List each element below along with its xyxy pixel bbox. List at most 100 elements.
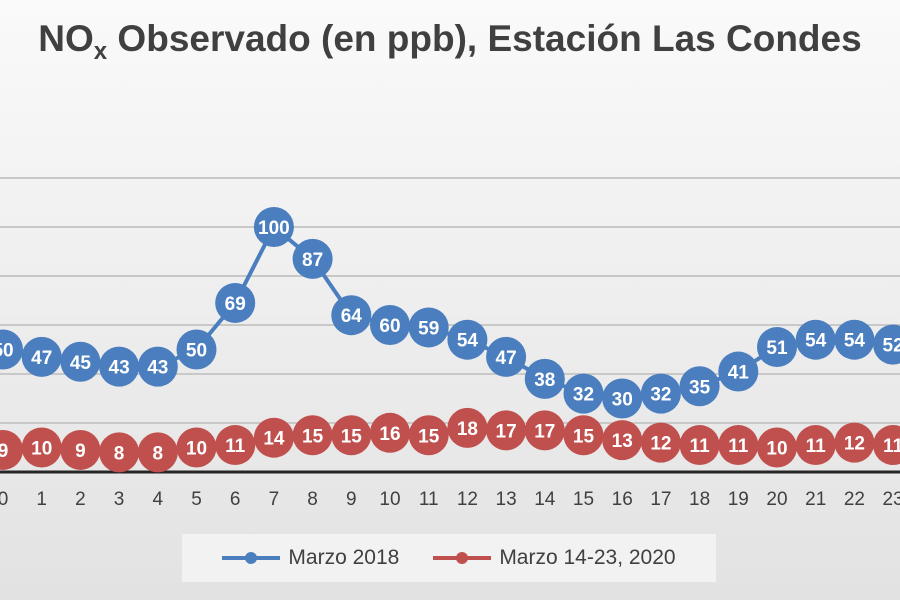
data-label: 43 [147,358,168,379]
data-label: 17 [496,421,517,442]
x-tick-label: 7 [269,489,280,510]
x-tick-label: 8 [307,489,318,510]
data-point [331,415,372,456]
data-point [640,373,681,414]
data-label: 14 [263,429,285,450]
data-label: 60 [379,316,400,337]
data-label: 9 [75,441,86,462]
data-point [602,420,643,461]
x-tick-label: 3 [114,489,125,510]
data-label: 15 [418,426,440,447]
x-tick-label: 10 [379,489,400,510]
data-point [137,346,178,387]
legend-marker-red-icon [433,552,492,564]
data-point [834,319,875,360]
data-point [253,207,294,247]
x-tick-label: 1 [36,489,47,510]
data-point [408,415,449,456]
data-point [563,373,604,414]
x-tick-label: 20 [766,489,787,510]
data-label: 15 [573,426,595,447]
data-point [0,429,23,470]
data-point [408,307,449,348]
data-label: 47 [496,348,517,369]
data-label: 64 [341,306,363,327]
legend-item-2020: Marzo 14-23, 2020 [433,546,676,570]
legend-item-2018: Marzo 2018 [222,546,399,570]
data-point [99,432,140,473]
x-tick-label: 2 [75,489,86,510]
data-label: 35 [689,377,711,398]
data-label: 59 [418,318,439,339]
data-point [563,415,604,456]
x-tick-label: 15 [573,489,594,510]
data-point [176,427,217,468]
data-label: 47 [31,348,52,369]
data-point [795,425,836,466]
data-point [795,319,836,360]
data-label: 38 [534,370,555,391]
data-label: 11 [728,436,749,457]
data-point [757,327,797,368]
data-label: 12 [844,434,865,455]
x-tick-label: 9 [346,489,357,510]
x-tick-label: 6 [230,489,241,510]
data-label: 69 [225,294,246,315]
data-label: 87 [302,250,323,271]
data-label: 51 [766,338,788,359]
data-point [873,324,900,365]
data-point [292,415,333,456]
x-tick-label: 5 [191,489,202,510]
data-point [718,351,759,392]
data-point [447,319,488,360]
data-point [0,329,23,370]
x-tick-label: 23 [883,489,900,510]
data-point [253,417,294,458]
data-label: 10 [186,439,207,460]
data-point [834,422,875,463]
data-label: 10 [31,439,52,460]
legend-marker-blue-icon [222,552,281,564]
data-point [60,429,101,470]
data-label: 30 [612,390,633,411]
data-label: 52 [883,336,900,357]
data-label: 41 [728,363,750,384]
data-point [447,407,488,448]
x-tick-label: 11 [419,489,439,510]
x-tick-label: 19 [728,489,749,510]
data-point [679,366,720,407]
data-label: 11 [806,436,827,457]
data-point [370,305,410,345]
x-tick-label: 13 [496,489,517,510]
data-point [370,412,410,453]
data-label: 10 [766,439,787,460]
data-point [486,336,527,377]
data-point [292,238,333,279]
data-label: 16 [379,424,400,445]
data-point [640,422,681,463]
data-label: 12 [650,434,671,455]
data-point [99,346,140,387]
data-point [718,425,759,466]
data-point [21,336,62,377]
data-label: 50 [0,341,14,362]
data-label: 54 [844,331,866,352]
data-point [21,427,62,468]
data-point [331,295,372,336]
data-point [757,427,797,468]
data-point [679,425,720,466]
x-tick-label: 0 [0,489,8,510]
x-tick-label: 4 [153,489,164,510]
data-label: 13 [612,431,633,452]
data-point [137,432,178,473]
data-point [873,425,900,466]
x-tick-label: 14 [534,489,556,510]
data-label: 15 [302,426,324,447]
x-tick-label: 22 [844,489,865,510]
data-label: 17 [534,421,555,442]
data-point [486,410,527,451]
data-label: 32 [573,385,594,406]
data-point [176,329,217,370]
x-tick-label: 17 [650,489,671,510]
chart-title: NOx Observado (en ppb), Estación Las Con… [38,18,862,65]
